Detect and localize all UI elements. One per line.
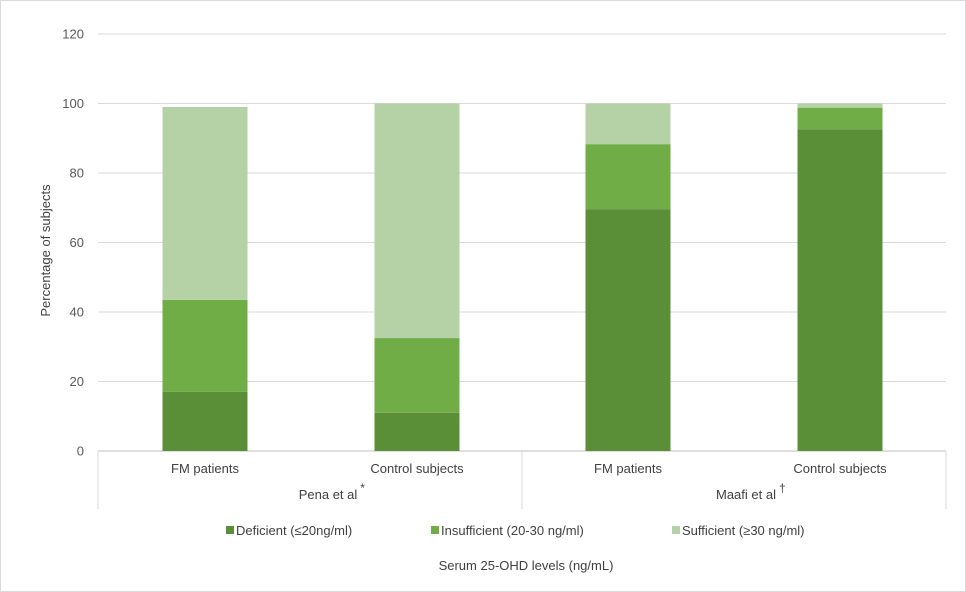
y-tick-label: 20 [70,374,84,389]
x-axis: FM patients Control subjects FM patients Co… [97,451,947,509]
bars [162,103,883,451]
x-group-label: Maafi et al [716,487,776,502]
bar-segment [585,144,671,210]
bar-segment [797,129,883,451]
legend-label: Deficient (≤20ng/ml) [236,523,352,538]
legend: Deficient (≤20ng/ml) Insufficient (20-30 … [226,523,805,538]
y-tick-label: 40 [70,305,84,320]
y-tick-labels: 0 20 40 60 80 100 120 [62,27,84,459]
bar-segment [162,299,248,392]
y-tick-label: 80 [70,166,84,181]
x-category-label: Control subjects [793,461,887,476]
legend-swatch [672,526,680,534]
legend-swatch [431,526,439,534]
group-footnote-marker: † [779,481,786,495]
y-tick-label: 0 [77,444,84,459]
x-group-label: Pena et al [299,487,358,502]
bar-segment [797,103,883,108]
bar-segment [374,103,460,339]
x-category-label: FM patients [171,461,239,476]
x-category-label: Control subjects [370,461,464,476]
bar-segment [797,107,883,130]
bar-segment [374,412,460,451]
y-axis-title: Percentage of subjects [38,184,53,317]
x-category-label: FM patients [594,461,662,476]
legend-label: Insufficient (20-30 ng/ml) [441,523,584,538]
legend-label: Sufficient (≥30 ng/ml) [682,523,805,538]
bar-segment [374,338,460,413]
legend-swatch [226,526,234,534]
y-tick-label: 60 [70,235,84,250]
x-axis-title: Serum 25-OHD levels (ng/mL) [439,558,614,573]
y-tick-label: 100 [62,96,84,111]
group-footnote-marker: * [360,481,365,495]
y-tick-label: 120 [62,27,84,42]
bar-segment [585,209,671,451]
bar-segment [162,391,248,451]
bar-segment [162,106,248,300]
bar-segment [585,103,671,145]
